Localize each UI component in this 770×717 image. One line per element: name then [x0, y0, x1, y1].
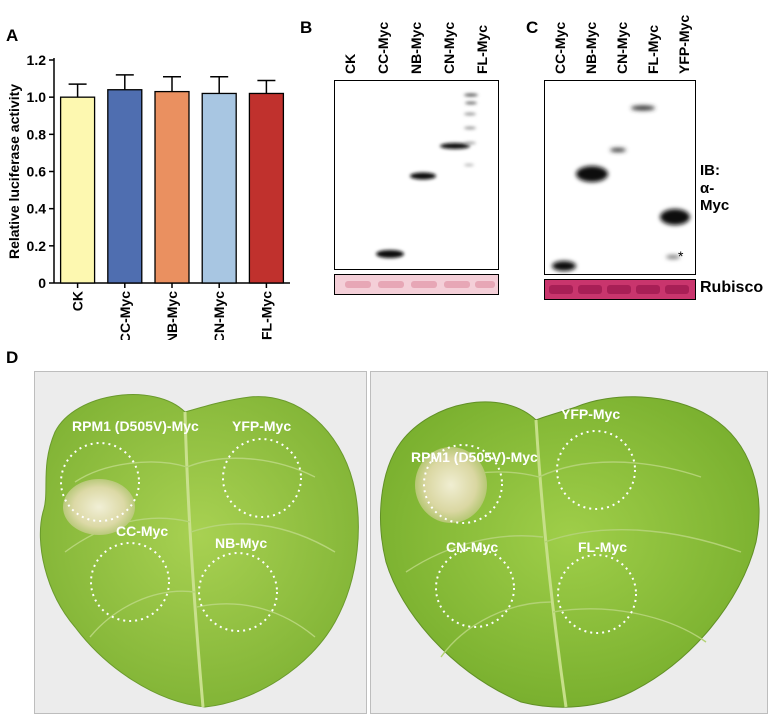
blot-c-lane-labels: CC-Myc NB-Myc CN-Myc FL-Myc YFP-Myc [552, 15, 692, 74]
bar [107, 89, 143, 284]
y-tick-label: 1.0 [27, 89, 47, 105]
x-tick-label: CK [70, 291, 86, 311]
blot-c-loading-strip [544, 279, 696, 300]
hr-lesion-left [63, 479, 135, 535]
band-c-yfp-minor [666, 255, 680, 259]
infiltration-circles-right [423, 430, 637, 634]
y-axis-title: Relative luciferase activity [6, 84, 22, 259]
blot-b-lane-label: FL-Myc [474, 25, 490, 74]
bar [154, 90, 190, 284]
blot-c-lane-label: YFP-Myc [676, 15, 692, 74]
blot-b-lane-labels: CK CC-Myc NB-Myc CN-Myc FL-Myc [342, 22, 490, 74]
blot-b-lane-label: CN-Myc [441, 22, 457, 74]
hr-lesion-right [415, 447, 487, 523]
blot-b-membrane [334, 80, 499, 270]
blot-c-lane-label: CC-Myc [552, 22, 568, 74]
spot-label-cn-right: CN-Myc [446, 539, 498, 555]
leaf-midrib-left [183, 411, 205, 708]
band-cn-myc [440, 143, 470, 149]
bar-chart: 0 0.2 0.4 0.6 0.8 1.0 1.2 Relative luciferase a… [6, 52, 290, 340]
blot-b-loading-strip [334, 274, 499, 295]
spot-label-yfp-right: YFP-Myc [561, 406, 620, 422]
spot-label-nb-left: NB-Myc [215, 535, 267, 551]
spot-label-rpm1-right: RPM1 (D505V)-Myc [411, 449, 538, 465]
band-c-cn-myc [610, 148, 626, 152]
blot-c-lane-label: NB-Myc [583, 22, 599, 74]
y-tick-label: 0 [38, 275, 46, 291]
y-tick-label: 0.8 [27, 126, 47, 142]
x-tick-label: CN-Myc [211, 291, 227, 340]
blot-b-lane-label: CC-Myc [375, 22, 391, 74]
panel-b-label: B [300, 18, 313, 37]
band-c-yfp-myc [660, 209, 690, 225]
band-c-fl-myc [631, 105, 655, 111]
blot-b-lane-label: NB-Myc [408, 22, 424, 74]
y-tick-label: 0.2 [27, 238, 47, 254]
leaf-shape-left [39, 394, 359, 708]
blot-c-membrane [544, 80, 696, 275]
spot-label-cc-left: CC-Myc [116, 523, 168, 539]
band-c-cc-myc [552, 261, 576, 271]
leaf-shape-right [380, 396, 760, 708]
band-cc-myc [376, 250, 404, 258]
band-c-nb-myc [576, 166, 608, 182]
x-tick-label: NB-Myc [164, 291, 180, 340]
y-tick-label: 1.2 [27, 52, 47, 68]
ib-label: IB: [700, 162, 720, 179]
band-fl-myc-ladder [464, 93, 478, 167]
infiltration-circles-left [60, 438, 302, 632]
asterisk-marker: * [678, 248, 684, 264]
leaf-photo-right: RPM1 (D505V)-Myc YFP-Myc CN-Myc FL-Myc [370, 371, 768, 714]
spot-label-fl-right: FL-Myc [578, 539, 627, 555]
leaf-midrib-right [534, 419, 568, 708]
bar [59, 96, 96, 284]
leaf-photo-left: RPM1 (D505V)-Myc YFP-Myc CC-Myc NB-Myc [34, 371, 367, 714]
blot-c-lane-label: CN-Myc [614, 22, 630, 74]
spot-label-yfp-left: YFP-Myc [232, 418, 291, 434]
spot-label-rpm1-left: RPM1 (D505V)-Myc [72, 418, 199, 434]
band-nb-myc [410, 172, 436, 180]
panel-d-label: D [6, 348, 19, 367]
blot-b-lane-label: CK [342, 54, 358, 74]
antibody-label: α-Myc [700, 180, 730, 214]
rubisco-label: Rubisco [700, 279, 764, 296]
y-tick-label: 0.6 [27, 164, 47, 180]
bar [201, 92, 237, 284]
bar [248, 92, 285, 284]
x-tick-label: CC-Myc [117, 291, 133, 340]
x-tick-label: FL-Myc [258, 291, 274, 340]
panel-a-label: A [6, 26, 19, 45]
y-tick-label: 0.4 [27, 201, 47, 217]
panel-c-label: C [526, 18, 539, 37]
blot-c-lane-label: FL-Myc [645, 25, 661, 74]
